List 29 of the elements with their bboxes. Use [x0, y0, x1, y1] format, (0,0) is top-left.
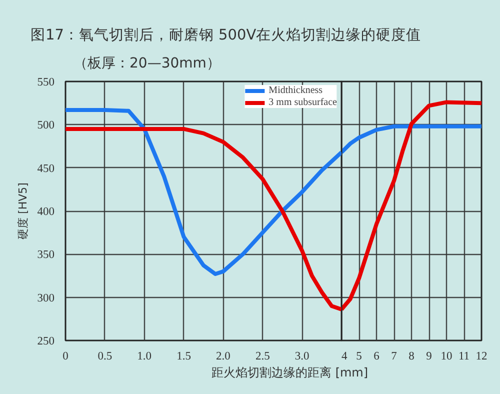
- x-tick-label: 12: [476, 350, 488, 362]
- x-tick-label: 2.5: [255, 350, 270, 362]
- x-tick-label: 3.0: [294, 350, 310, 362]
- y-axis-title: 硬度 [HV5]: [16, 182, 30, 240]
- x-tick-label: 0: [62, 350, 69, 362]
- x-tick-label: 2.0: [216, 350, 231, 362]
- x-tick-label: 11: [458, 350, 470, 362]
- y-tick-label: 550: [37, 76, 55, 88]
- y-tick-label: 500: [37, 120, 55, 132]
- y-tick-label: 400: [37, 206, 55, 218]
- legend-label: Midthickness: [268, 85, 323, 96]
- x-tick-label: 10: [440, 350, 452, 362]
- x-tick-label: 8: [408, 350, 415, 362]
- y-tick-label: 250: [37, 336, 55, 348]
- x-tick-label: 6: [374, 350, 380, 362]
- y-tick-label: 350: [37, 249, 55, 262]
- x-tick-label: 1.0: [137, 350, 152, 362]
- legend-label: 3 mm subsurface: [268, 97, 337, 108]
- chart-title: 图17：氧气切割后，耐磨钢 500V在火焰切割边缘的硬度值: [30, 26, 422, 44]
- x-tick-label: 1.5: [176, 350, 192, 362]
- x-tick-label: 7: [391, 350, 398, 362]
- x-tick-label: 9: [426, 350, 432, 362]
- y-tick-label: 450: [37, 162, 55, 175]
- x-tick-label: 0.5: [98, 350, 112, 362]
- x-tick-label: 5: [356, 350, 362, 362]
- y-tick-label: 300: [37, 292, 55, 304]
- x-axis-title: 距火焰切割边缘的距离 [mm]: [212, 366, 368, 380]
- x-tick-label: 4: [342, 350, 348, 362]
- chart-subtitle: （板厚：20—30mm）: [74, 56, 220, 72]
